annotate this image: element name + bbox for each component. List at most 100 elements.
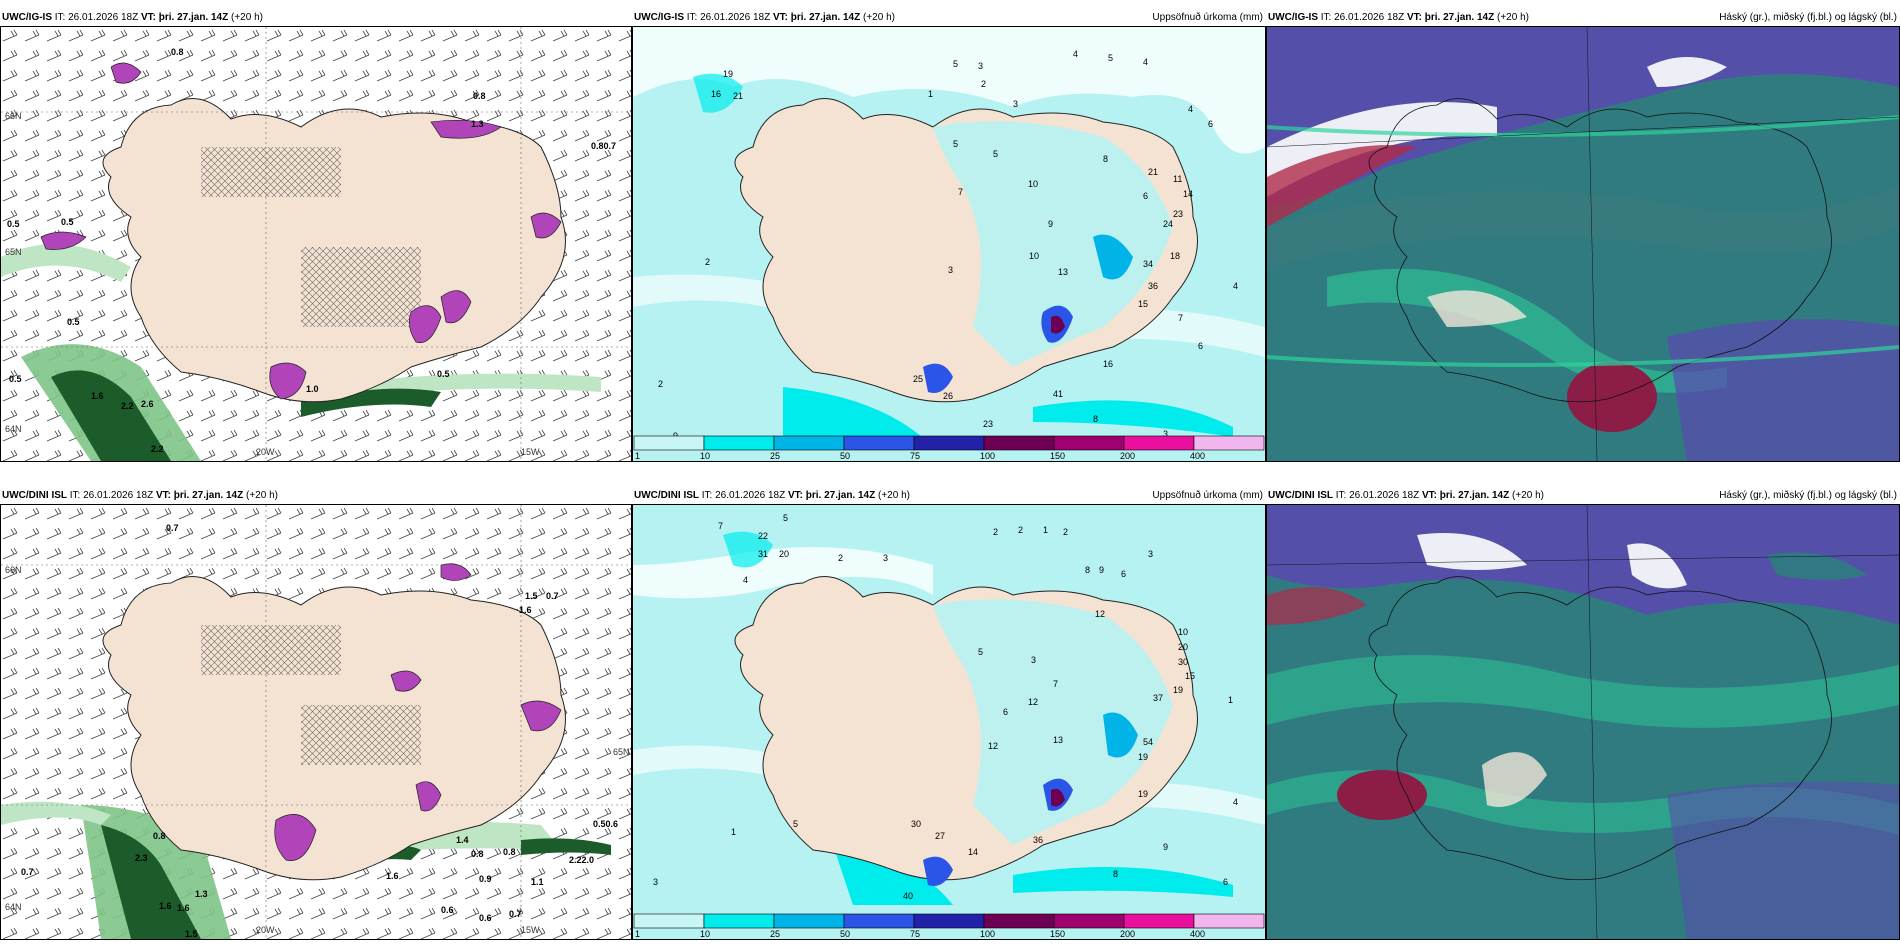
value-label: 6 bbox=[1198, 341, 1203, 351]
value-label: 10 bbox=[1178, 627, 1188, 637]
map-frame[interactable]: 66N 64N 65N 20W 15W 0.7 1.5 0.7 1.6 0.50… bbox=[0, 504, 632, 940]
panel-title: UWC/IG-IS IT: 26.01.2026 18Z VT: þri. 27… bbox=[2, 12, 263, 23]
value-label: 2.22.0 bbox=[569, 855, 594, 865]
value-label: 1.5 bbox=[185, 929, 198, 939]
value-label: 2 bbox=[1063, 527, 1068, 537]
wind-precip-map: 66N 65N 64N 20W 15W 0.8 0.5 0.5 0.8 0.80… bbox=[1, 27, 631, 461]
colorbar-cell bbox=[1193, 435, 1265, 451]
precip-core bbox=[1337, 770, 1427, 820]
value-label: 15 bbox=[1185, 671, 1195, 681]
value-label: 1.3 bbox=[471, 119, 484, 129]
lon-label: 15W bbox=[521, 447, 540, 457]
value-label: 10 bbox=[1028, 179, 1038, 189]
precip-colorbar: 1 10 25 50 75 100 150 200 400 bbox=[633, 913, 1265, 939]
colorbar-tick-label: 400 bbox=[1190, 929, 1205, 939]
value-label: 1.6 bbox=[519, 605, 532, 615]
value-label: 0.9 bbox=[479, 874, 492, 884]
wind-precip-map: 66N 64N 65N 20W 15W 0.7 1.5 0.7 1.6 0.50… bbox=[1, 505, 631, 939]
value-label: 1.6 bbox=[177, 903, 190, 913]
value-label: 1.4 bbox=[456, 835, 469, 845]
value-label: 0.7 bbox=[166, 523, 179, 533]
value-label: 9 bbox=[1048, 219, 1053, 229]
lat-label: 65N bbox=[613, 747, 630, 757]
colorbar-tick-label: 1 bbox=[635, 929, 640, 939]
value-label: 7 bbox=[958, 187, 963, 197]
value-label: 20 bbox=[779, 549, 789, 559]
lon-label: 20W bbox=[256, 447, 275, 457]
map-frame[interactable]: 7 5 22 31 20 4 2 3 2 2 1 2 8 9 6 3 12 7 … bbox=[632, 504, 1266, 940]
value-label: 5 bbox=[1108, 53, 1113, 63]
colorbar-tick-label: 400 bbox=[1190, 451, 1205, 461]
panel-wind-precip-dini: UWC/DINI ISL IT: 26.01.2026 18Z VT: þri.… bbox=[0, 488, 632, 940]
panel-title: UWC/DINI ISL IT: 26.01.2026 18Z VT: þri.… bbox=[2, 490, 278, 501]
value-label: 1 bbox=[1228, 695, 1233, 705]
value-label: 2.2 bbox=[151, 444, 164, 454]
lat-label: 64N bbox=[5, 424, 22, 434]
panel-title: UWC/DINI ISL IT: 26.01.2026 18Z VT: þri.… bbox=[1268, 490, 1544, 501]
value-label: 12 bbox=[1095, 609, 1105, 619]
value-label: 8 bbox=[1085, 565, 1090, 575]
value-label: 4 bbox=[1188, 104, 1193, 114]
value-label: 21 bbox=[1148, 167, 1158, 177]
value-label: 1.0 bbox=[306, 384, 319, 394]
value-label: 0.5 bbox=[61, 217, 74, 227]
value-label: 3 bbox=[1013, 99, 1018, 109]
value-label: 6 bbox=[1143, 191, 1148, 201]
colorbar-tick-label: 75 bbox=[910, 451, 920, 461]
value-label: 12 bbox=[988, 741, 998, 751]
value-label: 1.6 bbox=[159, 901, 172, 911]
value-label: 2 bbox=[705, 257, 710, 267]
value-label: 0.6 bbox=[441, 905, 454, 915]
value-label: 15 bbox=[1138, 299, 1148, 309]
value-label: 6 bbox=[1223, 877, 1228, 887]
value-label: 1 bbox=[928, 89, 933, 99]
colorbar-tick-label: 50 bbox=[840, 451, 850, 461]
value-label: 4 bbox=[1143, 57, 1148, 67]
value-label: 0.8 bbox=[153, 831, 166, 841]
value-label: 0.5 bbox=[437, 369, 450, 379]
value-label: 22 bbox=[758, 531, 768, 541]
precip-colorbar: 1 10 25 50 75 100 150 200 400 bbox=[633, 435, 1265, 461]
colorbar-cell bbox=[773, 435, 845, 451]
value-label: 23 bbox=[983, 419, 993, 429]
accum-precip-map: 7 5 22 31 20 4 2 3 2 2 1 2 8 9 6 3 12 7 … bbox=[633, 505, 1265, 939]
value-label: 12 bbox=[1028, 697, 1038, 707]
value-label: 11 bbox=[1173, 174, 1182, 184]
panel-clouds-igis: UWC/IG-IS IT: 26.01.2026 18Z VT: þri. 27… bbox=[1266, 10, 1900, 462]
panel-title: UWC/DINI ISL IT: 26.01.2026 18Z VT: þri.… bbox=[634, 490, 910, 501]
colorbar-tick-label: 200 bbox=[1120, 929, 1135, 939]
value-label: 2.3 bbox=[135, 853, 148, 863]
panel-accum-precip-igis: UWC/IG-IS IT: 26.01.2026 18Z VT: þri. 27… bbox=[632, 10, 1266, 462]
value-label: 1 bbox=[731, 827, 736, 837]
map-frame[interactable] bbox=[1266, 26, 1900, 462]
value-label: 7 bbox=[1178, 313, 1183, 323]
colorbar-cell bbox=[983, 435, 1055, 451]
panel-subtitle: Háský (gr.), miðský (fj.bl.) og lágský (… bbox=[1713, 10, 1897, 26]
cloud-map bbox=[1267, 505, 1899, 939]
value-label: 0.5 bbox=[67, 317, 80, 327]
colorbar-tick-label: 1 bbox=[635, 451, 640, 461]
colorbar-cell bbox=[983, 913, 1055, 929]
value-label: 16 bbox=[711, 89, 721, 99]
value-label: 19 bbox=[723, 69, 733, 79]
colorbar-cell bbox=[913, 435, 985, 451]
colorbar-cell bbox=[1053, 435, 1125, 451]
colorbar-cell bbox=[633, 435, 705, 451]
map-frame[interactable]: 66N 65N 64N 20W 15W 0.8 0.5 0.5 0.8 0.80… bbox=[0, 26, 632, 462]
colorbar-tick-label: 150 bbox=[1050, 929, 1065, 939]
value-label: 5 bbox=[993, 149, 998, 159]
lon-label: 20W bbox=[256, 925, 275, 935]
value-label: 6 bbox=[1121, 569, 1126, 579]
colorbar-cell bbox=[913, 913, 985, 929]
map-frame[interactable] bbox=[1266, 504, 1900, 940]
value-label: 40 bbox=[903, 891, 913, 901]
value-label: 54 bbox=[1143, 737, 1153, 747]
colorbar-tick-label: 100 bbox=[980, 451, 995, 461]
colorbar-tick-label: 25 bbox=[770, 929, 780, 939]
value-label: 2 bbox=[658, 379, 663, 389]
value-label: 14 bbox=[968, 847, 978, 857]
map-frame[interactable]: 5 3 4 5 4 19 16 21 1 2 3 4 6 5 5 10 7 9 … bbox=[632, 26, 1266, 462]
value-label: 13 bbox=[1058, 267, 1068, 277]
value-label: 5 bbox=[978, 647, 983, 657]
value-label: 0.7 bbox=[509, 909, 522, 919]
